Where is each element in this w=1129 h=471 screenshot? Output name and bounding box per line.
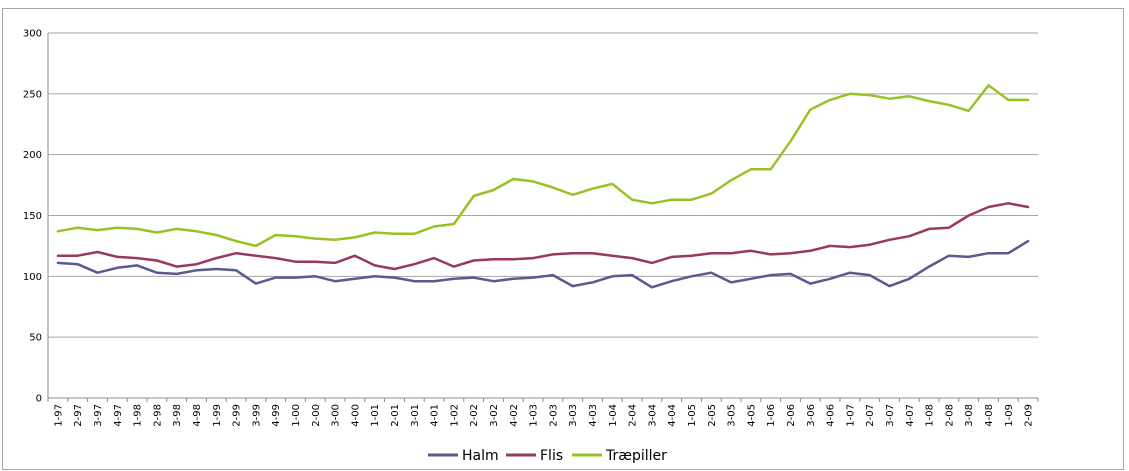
chart-area: 0 50 100 150 200 250 300 1-97 2-97 3-97 4-97 1-98 2… <box>2 8 1124 470</box>
x-tick-label: 1-98 <box>133 404 144 427</box>
legend-label: Træpiller <box>605 448 667 464</box>
x-tick-label: 2-07 <box>865 404 876 427</box>
x-tick-label: 2-02 <box>469 404 480 427</box>
x-tick-label: 1-02 <box>449 404 460 427</box>
x-tick-label: 4-00 <box>350 404 361 427</box>
x-tick-label: 2-00 <box>311 404 322 427</box>
x-tick-label: 4-03 <box>588 404 599 427</box>
y-tick-label: 0 <box>36 394 42 405</box>
x-tick-label: 2-09 <box>1024 404 1035 427</box>
x-axis-tick-labels: 1-97 2-97 3-97 4-97 1-98 2-98 3-98 4-98 1-99 2-99… <box>53 404 1034 427</box>
x-tick-label: 2-03 <box>548 404 559 427</box>
x-tick-label: 3-07 <box>885 404 896 427</box>
series-line-træpiller <box>56 84 1030 248</box>
x-tick-label: 1-09 <box>1004 404 1015 427</box>
x-tick-label: 4-04 <box>667 404 678 427</box>
legend: Halm Flis Træpiller <box>428 448 667 464</box>
x-tick-label: 1-99 <box>212 404 223 427</box>
series-lines <box>56 84 1030 289</box>
x-tick-label: 1-97 <box>53 404 64 427</box>
x-tick-label: 4-01 <box>430 404 441 427</box>
x-tick-label: 1-05 <box>687 404 698 427</box>
axes <box>47 33 1039 402</box>
x-tick-label: 4-99 <box>271 404 282 427</box>
x-tick-label: 2-06 <box>786 404 797 427</box>
x-tick-label: 4-07 <box>905 404 916 427</box>
x-tick-label: 3-02 <box>489 404 500 427</box>
y-tick-label: 100 <box>23 272 42 283</box>
x-tick-label: 3-04 <box>647 404 658 427</box>
x-tick-label: 2-01 <box>390 404 401 427</box>
x-tick-label: 2-97 <box>73 404 84 427</box>
x-tick-label: 4-98 <box>192 404 203 427</box>
legend-label: Flis <box>540 448 563 464</box>
x-tick-label: 1-03 <box>529 404 540 427</box>
x-tick-label: 2-99 <box>232 404 243 427</box>
y-tick-label: 250 <box>23 89 42 100</box>
x-tick-label: 3-06 <box>806 404 817 427</box>
line-chart: 0 50 100 150 200 250 300 1-97 2-97 3-97 4-97 1-98 2… <box>23 29 1039 464</box>
x-tick-label: 2-04 <box>628 404 639 427</box>
x-tick-label: 4-05 <box>746 404 757 427</box>
x-tick-label: 2-05 <box>707 404 718 427</box>
x-tick-label: 4-06 <box>826 404 837 427</box>
y-tick-label: 50 <box>29 333 42 344</box>
x-tick-label: 3-08 <box>964 404 975 427</box>
x-tick-label: 1-01 <box>370 404 381 427</box>
x-tick-label: 3-00 <box>331 404 342 427</box>
x-tick-label: 4-97 <box>113 404 124 427</box>
x-tick-label: 3-98 <box>172 404 183 427</box>
x-tick-label: 2-08 <box>944 404 955 427</box>
y-tick-label: 150 <box>23 211 42 222</box>
y-axis-tick-labels: 0 50 100 150 200 250 300 <box>23 29 42 405</box>
x-tick-label: 3-99 <box>251 404 262 427</box>
x-tick-label: 4-02 <box>509 404 520 427</box>
legend-label: Halm <box>462 448 499 464</box>
x-tick-label: 1-06 <box>766 404 777 427</box>
gridlines <box>48 32 1038 338</box>
x-tick-label: 1-00 <box>291 404 302 427</box>
series-line-flis <box>56 202 1030 271</box>
x-tick-label: 1-07 <box>845 404 856 427</box>
x-tick-label: 3-03 <box>568 404 579 427</box>
x-tick-label: 1-04 <box>608 404 619 427</box>
x-tick-label: 2-98 <box>152 404 163 427</box>
x-tick-label: 3-05 <box>727 404 738 427</box>
y-tick-label: 300 <box>23 29 42 40</box>
x-tick-label: 3-01 <box>410 404 421 427</box>
y-tick-label: 200 <box>23 150 42 161</box>
x-tick-label: 3-97 <box>93 404 104 427</box>
series-line-halm <box>56 239 1030 289</box>
x-tick-label: 4-08 <box>984 404 995 427</box>
x-tick-label: 1-08 <box>925 404 936 427</box>
